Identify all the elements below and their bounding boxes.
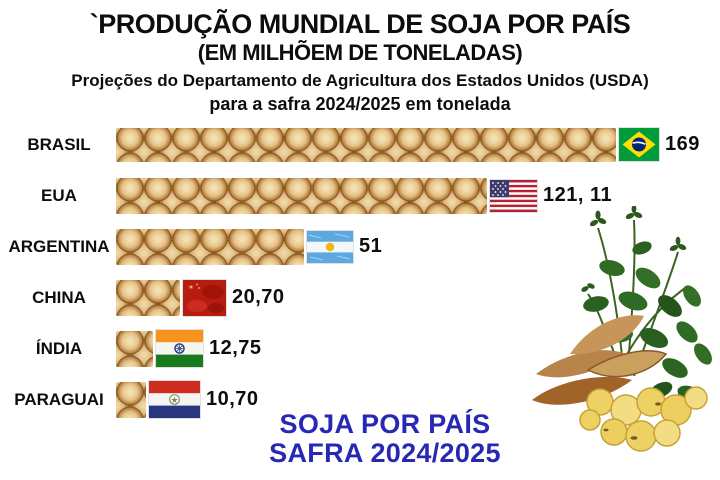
bar-chart: BRASIL 169 EUA: [2, 122, 718, 432]
bar-row-paraguai: PARAGUAI 10,70: [2, 381, 718, 418]
paraguay-flag-icon: [149, 381, 200, 418]
country-label: BRASIL: [27, 134, 91, 154]
country-label: PARAGUAI: [14, 389, 104, 409]
footer-caption-line2: SAFRA 2024/2025: [269, 437, 501, 468]
bar-row-china: CHINA 20,70: [2, 279, 718, 316]
soybean-bar: [116, 127, 616, 162]
country-label: EUA: [41, 185, 77, 205]
value-label: 169: [665, 133, 700, 155]
brazil-flag-icon: [619, 128, 659, 161]
argentina-flag-icon: [307, 230, 353, 263]
value-label: 20,70: [232, 286, 285, 308]
china-flag-icon: [183, 279, 226, 316]
country-label: ÍNDIA: [35, 338, 83, 358]
soybean-plant-image: [532, 206, 712, 452]
india-flag-icon: [156, 330, 203, 367]
soybean-bar: [116, 381, 146, 418]
chart-source-line1: Projeções do Departamento de Agricultura…: [71, 71, 649, 91]
bar-row-argentina: ARGENTINA 51: [2, 228, 718, 265]
bar-row-brasil: BRASIL 169: [2, 126, 718, 163]
bar-row-india: ÍNDIA 12,75: [2, 330, 718, 367]
chart-source-line2: para a safra 2024/2025 em tonelada: [209, 94, 511, 115]
chart-header: `PRODUÇÃO MUNDIAL DE SOJA POR PAÍS (EM M…: [0, 10, 720, 115]
country-label: ARGENTINA: [8, 236, 110, 256]
footer-caption-line1: SOJA POR PAÍS: [279, 409, 491, 439]
soybean-bar: [116, 279, 180, 316]
bar-row-eua: EUA: [2, 177, 718, 214]
soybean-bar: [116, 330, 153, 367]
country-label: CHINA: [32, 287, 86, 307]
value-label: 12,75: [209, 337, 262, 359]
value-label: 51: [359, 235, 383, 257]
soybean-bar: [116, 177, 487, 214]
soybean-bar: [116, 228, 304, 265]
value-label: 10,70: [206, 388, 259, 410]
footer-caption: SOJA POR PAÍS SAFRA 2024/2025: [225, 410, 545, 468]
chart-title: `PRODUÇÃO MUNDIAL DE SOJA POR PAÍS: [89, 9, 631, 39]
usa-flag-icon: [490, 179, 537, 212]
value-label: 121, 11: [543, 184, 613, 206]
chart-subtitle: (EM MILHÕEM DE TONELADAS): [197, 40, 523, 66]
